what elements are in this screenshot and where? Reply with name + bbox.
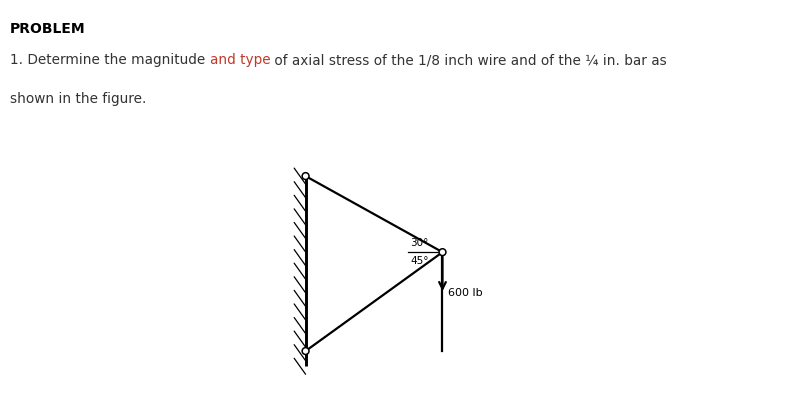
Circle shape <box>302 173 309 180</box>
Text: of axial stress of the 1/8 inch wire and of the ¼ in. bar as: of axial stress of the 1/8 inch wire and… <box>270 53 667 67</box>
Text: 600 lb: 600 lb <box>448 288 483 298</box>
Text: PROBLEM: PROBLEM <box>10 22 86 36</box>
Text: 45°: 45° <box>411 256 429 266</box>
Circle shape <box>439 249 446 255</box>
Text: shown in the figure.: shown in the figure. <box>10 92 147 107</box>
Text: 1. Determine the magnitude: 1. Determine the magnitude <box>10 53 210 67</box>
Circle shape <box>302 348 309 354</box>
Text: and type: and type <box>210 53 270 67</box>
Text: 30°: 30° <box>411 238 429 248</box>
